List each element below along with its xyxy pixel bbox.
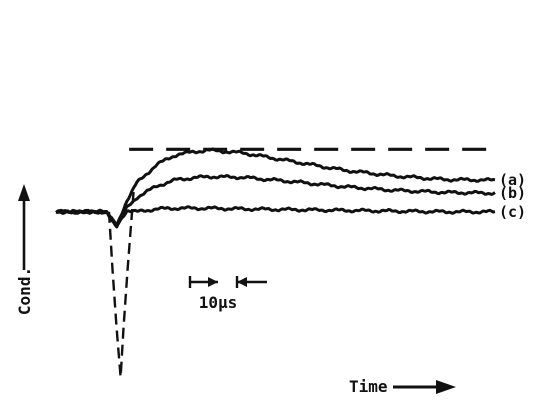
series-label-c: (c)	[499, 203, 526, 221]
plot-area: (a)(b)(c)	[55, 147, 526, 378]
scale-bar	[188, 276, 267, 288]
series-trace-b	[55, 174, 496, 229]
y-axis-label: Cond.	[15, 267, 34, 315]
series-label-b: (b)	[499, 184, 526, 202]
series-trace-c	[55, 205, 496, 228]
series-label-a: (a)	[499, 171, 526, 189]
scale-bar-label: 10μs	[199, 293, 238, 312]
series-trace-a	[55, 147, 496, 227]
x-axis-label: Time	[349, 377, 388, 396]
x-axis-arrow	[393, 380, 456, 394]
y-axis-arrow	[18, 184, 30, 270]
annotations: Cond. 10μs Time	[15, 184, 456, 396]
excitation-pulse	[107, 190, 135, 378]
